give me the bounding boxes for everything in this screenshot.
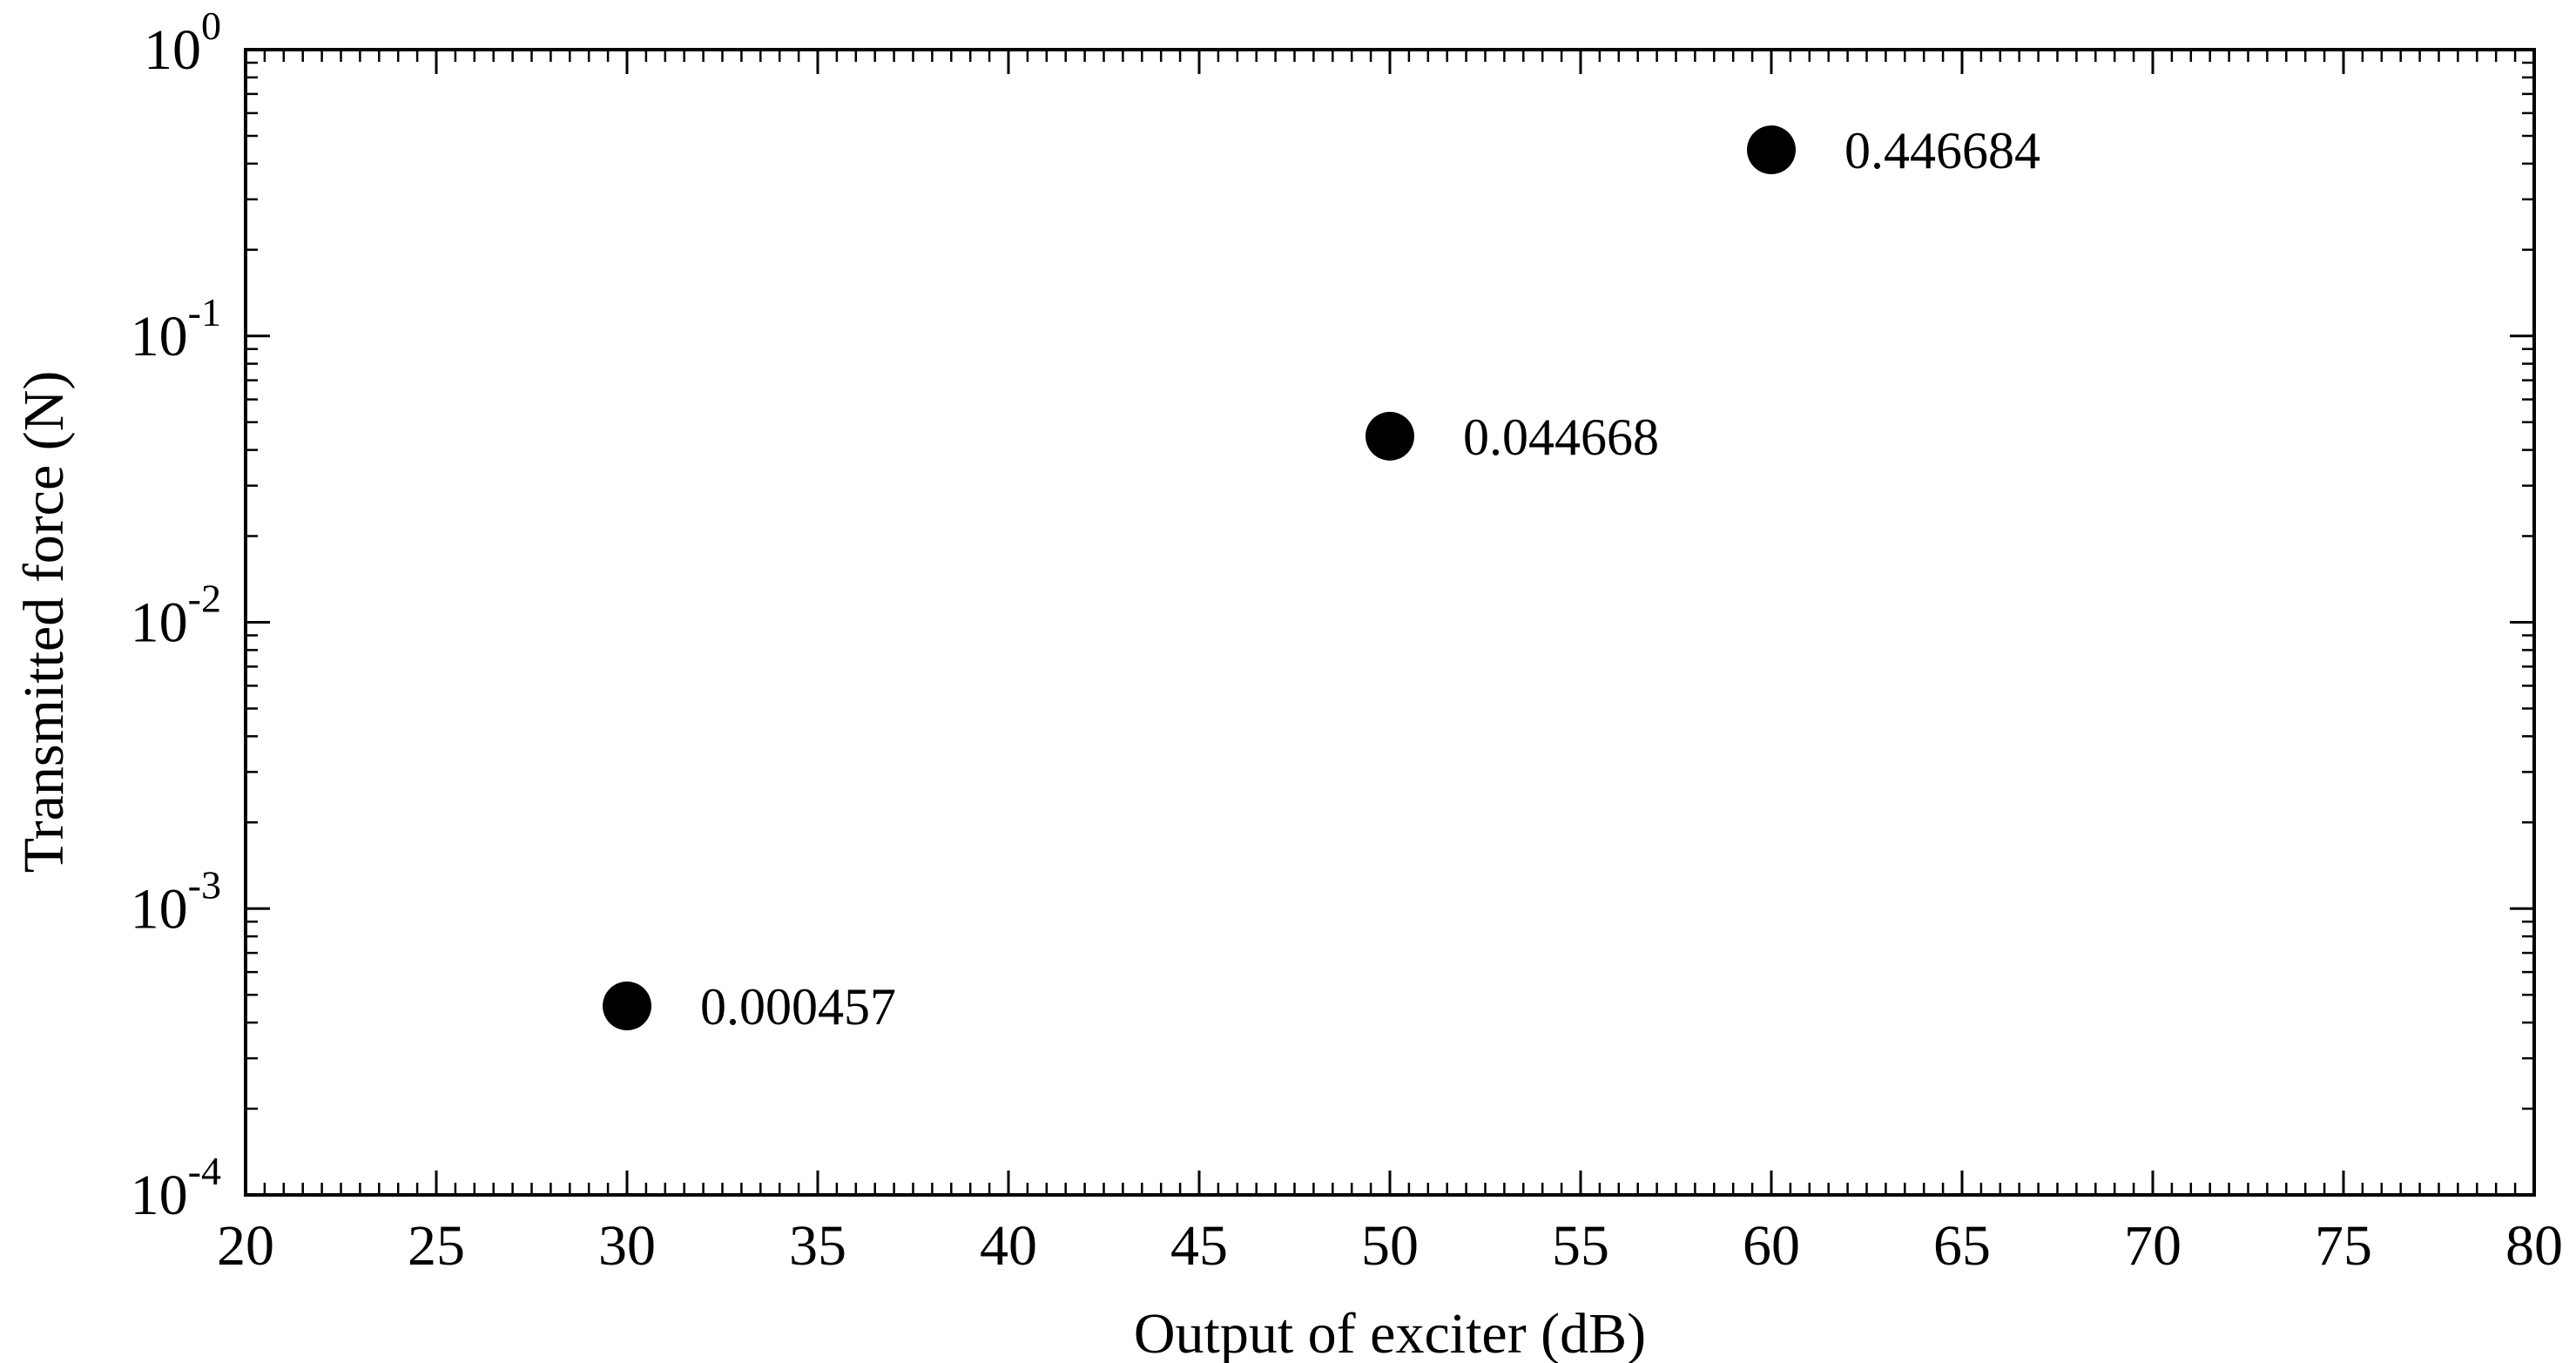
minor-tick-marks	[246, 50, 2534, 1195]
x-tick-label: 35	[789, 1214, 846, 1278]
x-axis-title: Output of exciter (dB)	[1134, 1302, 1646, 1363]
x-tick-label: 65	[1933, 1214, 1991, 1278]
major-tick-marks	[244, 48, 2536, 1197]
y-tick-label: 10-4	[131, 1149, 221, 1227]
x-tick-label: 40	[980, 1214, 1037, 1278]
x-tick-label: 30	[598, 1214, 656, 1278]
data-point-marker	[1366, 411, 1414, 461]
data-point-label: 0.044668	[1463, 408, 1659, 466]
data-point-marker	[1747, 125, 1796, 175]
data-point-label: 0.000457	[700, 978, 896, 1036]
x-tick-label: 20	[217, 1214, 274, 1278]
data-point-marker	[603, 982, 651, 1031]
x-tick-label: 60	[1743, 1214, 1800, 1278]
x-tick-label: 55	[1552, 1214, 1609, 1278]
plot-frame	[244, 48, 2536, 1197]
y-tick-label: 10-2	[131, 577, 221, 655]
y-tick-label: 10-3	[131, 862, 221, 941]
plot-border	[244, 48, 2536, 1197]
x-tick-label: 75	[2315, 1214, 2372, 1278]
y-tick-label: 10-1	[131, 290, 221, 368]
data-points: 0.000457 0.044668 0.446684	[603, 122, 2040, 1036]
x-tick-label: 25	[408, 1214, 465, 1278]
x-axis-tick-labels: 20 25 30 35 40 45 50 55 60 65 70 75 80	[217, 1214, 2563, 1278]
x-tick-label: 70	[2124, 1214, 2182, 1278]
y-axis-title: Transmitted force (N)	[12, 371, 76, 874]
x-tick-label: 45	[1170, 1214, 1228, 1278]
x-tick-label: 80	[2505, 1214, 2563, 1278]
y-tick-label: 100	[144, 3, 221, 82]
tick-marks	[244, 48, 2536, 1197]
x-tick-label: 50	[1361, 1214, 1419, 1278]
data-point-label: 0.446684	[1844, 122, 2040, 179]
y-axis-tick-labels: 100 10-1 10-2 10-3 10-4	[131, 3, 221, 1227]
